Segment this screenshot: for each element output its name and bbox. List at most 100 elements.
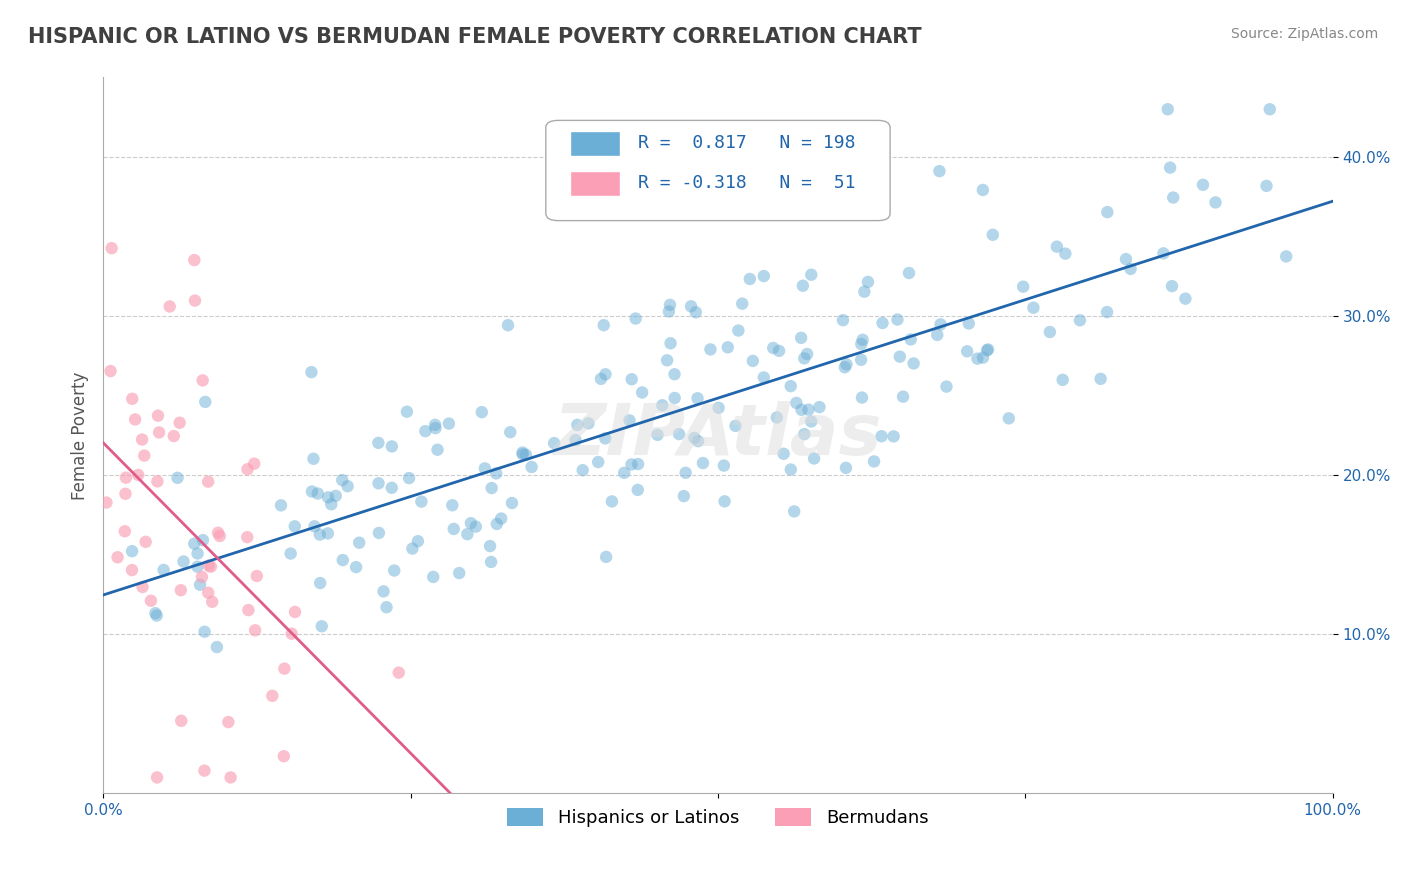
- Point: [664, 391, 686, 405]
- Point: [373, 584, 395, 599]
- Point: [651, 398, 673, 412]
- Point: [835, 461, 858, 475]
- Point: [347, 535, 370, 549]
- Point: [1115, 252, 1137, 266]
- Point: [398, 471, 420, 485]
- Point: [100, 364, 122, 378]
- Point: [1205, 195, 1227, 210]
- Text: Source: ZipAtlas.com: Source: ZipAtlas.com: [1230, 27, 1378, 41]
- Point: [1157, 102, 1180, 116]
- Point: [852, 333, 875, 347]
- FancyBboxPatch shape: [546, 120, 890, 220]
- Point: [406, 534, 429, 549]
- Point: [152, 563, 174, 577]
- Point: [738, 272, 761, 286]
- Point: [515, 448, 537, 462]
- Bar: [571, 131, 620, 156]
- Point: [375, 600, 398, 615]
- Point: [159, 300, 181, 314]
- Bar: [571, 170, 620, 195]
- Point: [184, 293, 207, 308]
- Point: [627, 457, 650, 471]
- Point: [367, 525, 389, 540]
- Point: [620, 372, 643, 386]
- Point: [115, 470, 138, 484]
- Point: [520, 460, 543, 475]
- Point: [325, 489, 347, 503]
- Point: [382, 564, 405, 578]
- Point: [631, 385, 654, 400]
- Point: [485, 516, 508, 531]
- Point: [197, 558, 219, 573]
- Point: [367, 435, 389, 450]
- Point: [1119, 261, 1142, 276]
- Point: [100, 241, 122, 255]
- Point: [146, 409, 169, 423]
- Point: [707, 401, 730, 415]
- Point: [332, 553, 354, 567]
- Point: [595, 368, 617, 382]
- Point: [891, 390, 914, 404]
- Point: [148, 425, 170, 440]
- Point: [1256, 178, 1278, 193]
- Point: [270, 499, 292, 513]
- Point: [647, 427, 669, 442]
- Point: [273, 749, 295, 764]
- Point: [785, 396, 807, 410]
- Point: [336, 479, 359, 493]
- Point: [107, 550, 129, 565]
- Point: [772, 447, 794, 461]
- Point: [1012, 279, 1035, 293]
- Point: [1161, 190, 1184, 204]
- Point: [790, 331, 813, 345]
- Point: [280, 626, 302, 640]
- Point: [883, 429, 905, 443]
- Point: [197, 475, 219, 489]
- Point: [600, 494, 623, 508]
- Point: [309, 576, 332, 591]
- Point: [1161, 279, 1184, 293]
- Point: [121, 392, 143, 406]
- Point: [595, 549, 617, 564]
- Point: [246, 569, 269, 583]
- Point: [872, 316, 894, 330]
- Point: [731, 296, 754, 310]
- Point: [197, 585, 219, 599]
- Point: [1054, 246, 1077, 260]
- Point: [146, 475, 169, 489]
- Point: [512, 447, 534, 461]
- Point: [121, 544, 143, 558]
- Y-axis label: Female Poverty: Female Poverty: [72, 371, 89, 500]
- Point: [1159, 161, 1181, 175]
- Point: [284, 519, 307, 533]
- Point: [699, 343, 721, 357]
- Point: [664, 368, 686, 382]
- Point: [567, 417, 589, 432]
- Legend: Hispanics or Latinos, Bermudans: Hispanics or Latinos, Bermudans: [501, 801, 936, 834]
- Text: HISPANIC OR LATINO VS BERMUDAN FEMALE POVERTY CORRELATION CHART: HISPANIC OR LATINO VS BERMUDAN FEMALE PO…: [28, 27, 922, 46]
- Point: [768, 343, 790, 358]
- Point: [169, 416, 191, 430]
- Point: [800, 415, 823, 429]
- Point: [1097, 205, 1119, 219]
- Point: [900, 333, 922, 347]
- Text: R =  0.817   N = 198: R = 0.817 N = 198: [638, 135, 855, 153]
- Point: [672, 489, 695, 503]
- Point: [856, 275, 879, 289]
- Point: [956, 344, 979, 359]
- Point: [481, 481, 503, 495]
- Point: [613, 466, 636, 480]
- Text: R = -0.318   N =  51: R = -0.318 N = 51: [638, 175, 855, 193]
- Point: [474, 461, 496, 475]
- Point: [713, 458, 735, 473]
- Point: [685, 305, 707, 319]
- Point: [512, 445, 534, 459]
- Point: [193, 764, 215, 778]
- Point: [686, 392, 709, 406]
- Point: [851, 391, 873, 405]
- Point: [797, 402, 820, 417]
- Point: [620, 458, 643, 472]
- Point: [808, 400, 831, 414]
- Point: [1090, 372, 1112, 386]
- Point: [471, 405, 494, 419]
